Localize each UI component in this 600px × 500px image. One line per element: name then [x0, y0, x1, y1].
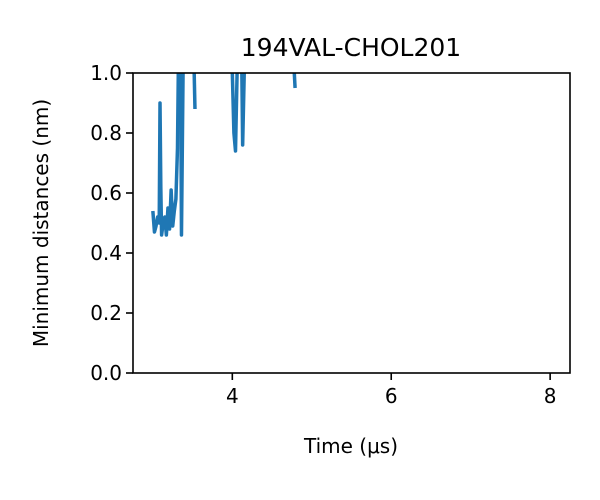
x-axis-label: Time (μs) — [303, 434, 398, 458]
series-line-segment — [178, 73, 185, 237]
x-tick-label: 8 — [544, 384, 557, 408]
chart-title: 194VAL-CHOL201 — [241, 33, 461, 62]
y-axis-label: Minimum distances (nm) — [29, 99, 53, 347]
y-tick-label: 0.2 — [90, 301, 122, 325]
y-tick-label: 0.0 — [90, 361, 122, 385]
x-tick-label: 4 — [226, 384, 239, 408]
axes-frame — [132, 72, 571, 374]
series-line-segment — [240, 73, 246, 147]
series-line-segment — [230, 73, 239, 153]
y-tick-label: 0.8 — [90, 121, 122, 145]
y-tick-label: 1.0 — [90, 61, 122, 85]
x-tick-label: 6 — [385, 384, 398, 408]
y-tick-label: 0.4 — [90, 241, 122, 265]
plot-area — [151, 73, 297, 237]
y-tick-label: 0.6 — [90, 181, 122, 205]
axes: 4 6 8 0.0 0.2 0.4 0.6 0.8 1.0 — [90, 61, 571, 408]
series-line-segment — [192, 73, 197, 110]
series-line-segment — [292, 73, 297, 89]
series-line-segment — [151, 73, 181, 237]
